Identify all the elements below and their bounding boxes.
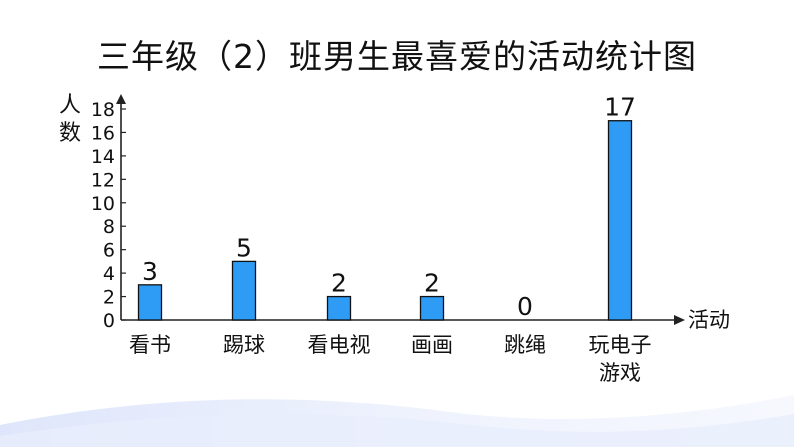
x-tick-label: 游戏 xyxy=(599,361,641,385)
bar xyxy=(137,284,163,321)
x-axis-arrow xyxy=(674,315,685,325)
y-tick-label: 16 xyxy=(91,122,115,144)
y-tick-label: 8 xyxy=(103,216,115,238)
y-axis-label-char: 人 xyxy=(59,93,81,118)
y-tick-label: 10 xyxy=(91,193,115,215)
y-axis-arrow xyxy=(116,94,126,104)
data-label: 17 xyxy=(604,93,636,122)
bar xyxy=(231,260,257,321)
x-tick-label: 跳绳 xyxy=(504,333,546,357)
y-tick-label: 12 xyxy=(91,169,115,191)
y-tick-label: 18 xyxy=(91,99,115,121)
data-label: 5 xyxy=(236,233,252,262)
data-label: 2 xyxy=(331,269,347,298)
y-axis-label-char: 数 xyxy=(59,121,81,146)
x-tick-label: 踢球 xyxy=(223,333,265,357)
x-tick-label: 画画 xyxy=(411,333,453,357)
chart-title: 三年级（2）班男生最喜爱的活动统计图 xyxy=(97,37,697,76)
y-tick-label: 14 xyxy=(91,146,115,168)
y-tick-label: 0 xyxy=(103,310,115,332)
y-tick-label: 2 xyxy=(103,287,115,309)
x-tick-label: 看电视 xyxy=(308,333,371,357)
x-tick-label: 看书 xyxy=(129,333,171,357)
data-label: 0 xyxy=(517,292,533,321)
bar xyxy=(326,295,352,321)
bar xyxy=(419,295,445,321)
data-label: 2 xyxy=(424,269,440,298)
x-tick-label: 玩电子 xyxy=(589,333,652,357)
x-axis-label: 活动 xyxy=(688,308,730,332)
y-tick-label: 4 xyxy=(103,263,115,285)
bar xyxy=(607,120,633,321)
y-tick-label: 6 xyxy=(103,240,115,262)
data-label: 3 xyxy=(142,257,158,286)
